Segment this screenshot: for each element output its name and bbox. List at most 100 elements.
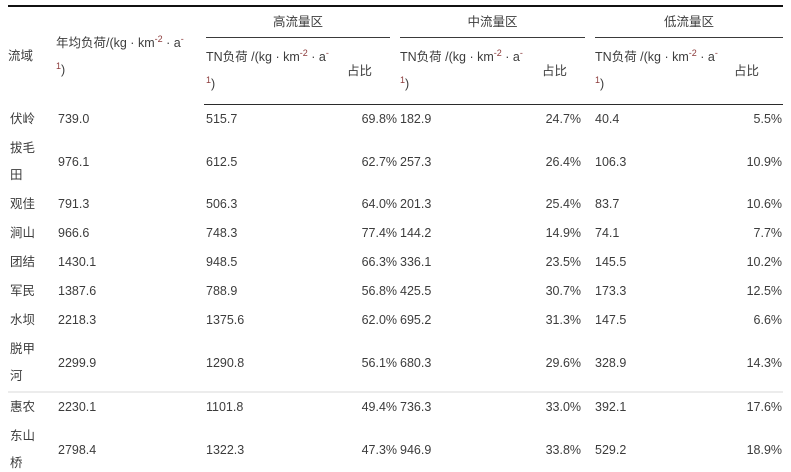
cell-low-pct: 7.7% [753, 226, 783, 240]
table-row: 水坝 2218.3 1375.6 62.0% 695.2 31.3% 147.5 6.6% [8, 306, 783, 335]
cell-annual: 966.6 [58, 226, 90, 240]
cell-basin: 惠农 [8, 391, 56, 422]
cell-high-tn: 612.5 [206, 154, 238, 169]
cell-high-pct: 62.7% [361, 154, 398, 169]
cell-mid-tn: 201.3 [400, 197, 432, 211]
cell-mid-pct: 31.3% [545, 313, 582, 327]
cell-high-pct: 56.1% [361, 355, 398, 370]
cell-mid-pct: 26.4% [545, 154, 582, 169]
cell-low-tn: 147.5 [595, 313, 627, 327]
column-header-share-low: 占比 [728, 38, 784, 105]
cell-low-tn: 392.1 [593, 391, 729, 422]
cell-high-pct: 62.0% [361, 313, 398, 327]
cell-low-pct: 14.3% [746, 355, 783, 370]
cell-high-pct: 64.0% [361, 197, 398, 211]
annual-load-unit-line1: 年均负荷/(kg · km-2 · a- [56, 33, 184, 50]
cell-low-tn: 74.1 [595, 226, 620, 240]
cell-basin: 伏岭 [10, 111, 36, 126]
cell-basin: 涧山 [10, 226, 36, 240]
column-header-share-high: 占比 [341, 38, 399, 105]
table-row: 涧山 966.6 748.3 77.4% 144.2 14.9% 74.1 7.7% [8, 219, 783, 248]
header-sub-row: TN负荷 /(kg · km-2 · a- 1) 占比 TN负荷 /(kg · … [8, 38, 784, 105]
annual-load-unit-line2: 1) [56, 60, 66, 77]
column-group-low-flow: 低流量区 [593, 6, 784, 38]
cell-high-pct: 69.8% [361, 112, 398, 126]
cell-mid-pct: 14.9% [545, 226, 582, 240]
cell-mid-tn: 336.1 [400, 255, 432, 269]
cell-mid-tn: 736.3 [398, 391, 537, 422]
cell-low-pct: 6.6% [753, 313, 783, 327]
column-header-annual-load: 年均负荷/(kg · km-2 · a- 1) [56, 6, 204, 105]
cell-low-tn: 328.9 [595, 355, 627, 370]
tn-load-table: 流域 年均负荷/(kg · km-2 · a- 1) 高流量区 中流量区 低流量… [8, 5, 784, 472]
tn-load-unit-line2: 1) [595, 74, 605, 91]
table-row: 惠农 2230.1 1101.8 49.4% 736.3 33.0% 392.1 17.6% [8, 391, 784, 422]
cell-mid-tn: 425.5 [400, 284, 432, 298]
tn-load-table-container: 流域 年均负荷/(kg · km-2 · a- 1) 高流量区 中流量区 低流量… [8, 5, 784, 472]
cell-high-tn: 506.3 [206, 197, 238, 211]
column-header-share-mid: 占比 [536, 38, 594, 105]
cell-mid-tn: 182.9 [400, 112, 432, 126]
cell-low-tn: 40.4 [595, 112, 620, 126]
cell-basin: 水坝 [10, 313, 36, 327]
cell-annual: 976.1 [58, 154, 90, 169]
cell-low-tn: 145.5 [595, 255, 627, 269]
cell-basin: 拔毛田 [10, 141, 36, 182]
table-row: 伏岭 739.0 515.7 69.8% 182.9 24.7% 40.4 5.5% [8, 105, 783, 135]
column-header-tn-load-high: TN负荷 /(kg · km-2 · a- 1) [204, 38, 341, 105]
column-header-basin: 流域 [8, 49, 34, 64]
cell-high-pct: 66.3% [361, 255, 398, 269]
cell-mid-tn: 680.3 [400, 355, 432, 370]
table-body: 伏岭 739.0 515.7 69.8% 182.9 24.7% 40.4 5.5% 拔毛田 97… [8, 105, 784, 472]
cell-high-tn: 1290.8 [206, 355, 245, 370]
cell-low-pct: 10.2% [746, 255, 783, 269]
cell-basin: 观佳 [10, 197, 36, 211]
cell-low-tn: 173.3 [595, 284, 627, 298]
cell-mid-pct: 33.0% [536, 391, 594, 422]
tn-load-unit-line2: 1) [206, 74, 216, 91]
cell-basin: 团结 [10, 255, 36, 269]
tn-load-unit-line2: 1) [400, 74, 410, 91]
cell-annual: 2299.9 [58, 355, 97, 370]
cell-basin: 脱甲河 [10, 342, 36, 383]
column-group-high-flow: 高流量区 [204, 6, 398, 38]
header-group-row: 流域 年均负荷/(kg · km-2 · a- 1) 高流量区 中流量区 低流量… [8, 6, 784, 77]
cell-high-tn: 748.3 [206, 226, 238, 240]
table-row: 团结 1430.1 948.5 66.3% 336.1 23.5% 145.5 10.2% [8, 248, 783, 277]
cell-mid-pct: 25.4% [545, 197, 582, 211]
cell-high-tn: 1375.6 [206, 313, 245, 327]
tn-load-unit-line1: TN负荷 /(kg · km-2 · a- [206, 47, 329, 64]
cell-high-tn: 1101.8 [204, 391, 341, 422]
cell-annual: 791.3 [58, 197, 90, 211]
cell-mid-tn: 257.3 [400, 154, 432, 169]
cell-low-tn: 529.2 [595, 442, 627, 457]
cell-low-pct: 18.9% [746, 442, 783, 457]
table-row: 脱甲河 2299.9 1290.8 56.1% 680.3 29.6% 328.9 14.3% [8, 335, 783, 392]
cell-mid-pct: 23.5% [545, 255, 582, 269]
cell-mid-tn: 695.2 [400, 313, 432, 327]
cell-high-tn: 788.9 [206, 284, 238, 298]
group-label-high-flow: 高流量区 [206, 9, 391, 38]
cell-mid-pct: 24.7% [545, 112, 582, 126]
column-header-tn-load-mid: TN负荷 /(kg · km-2 · a- 1) [398, 38, 537, 105]
cell-annual: 2230.1 [56, 391, 204, 422]
column-header-tn-load-low: TN负荷 /(kg · km-2 · a- 1) [593, 38, 729, 105]
cell-low-pct: 12.5% [746, 284, 783, 298]
cell-annual: 2218.3 [58, 313, 97, 327]
cell-annual: 739.0 [58, 111, 90, 126]
cell-basin: 军民 [10, 284, 36, 298]
cell-low-tn: 106.3 [595, 154, 627, 169]
cell-high-pct: 47.3% [361, 442, 398, 457]
cell-mid-pct: 30.7% [545, 284, 582, 298]
cell-high-pct: 49.4% [341, 391, 399, 422]
cell-basin: 东山桥 [10, 429, 36, 470]
cell-high-tn: 515.7 [206, 112, 238, 126]
cell-mid-pct: 29.6% [545, 355, 582, 370]
tn-load-unit-line1: TN负荷 /(kg · km-2 · a- [595, 47, 718, 64]
cell-low-tn: 83.7 [595, 197, 620, 211]
cell-high-tn: 948.5 [206, 255, 238, 269]
group-label-mid-flow: 中流量区 [400, 9, 586, 38]
cell-low-pct: 10.6% [746, 197, 783, 211]
cell-annual: 2798.4 [58, 442, 97, 457]
cell-high-pct: 56.8% [361, 284, 398, 298]
